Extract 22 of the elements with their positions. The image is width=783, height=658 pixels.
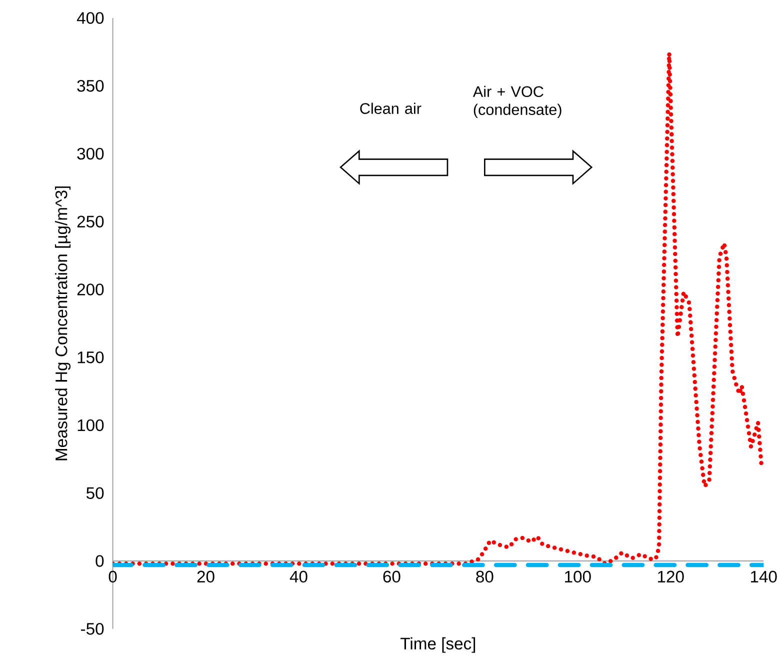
- annotation: Clean air: [360, 102, 422, 114]
- x-tick-label: 100: [565, 570, 591, 582]
- y-tick-label: 250: [77, 216, 104, 228]
- x-tick-label: 140: [750, 570, 777, 582]
- y-tick-label: 350: [77, 80, 104, 92]
- y-tick-label: 200: [77, 283, 104, 296]
- x-tick-label: 80: [476, 570, 494, 582]
- x-tick-label: 120: [658, 570, 684, 582]
- y-tick-label: -50: [81, 622, 104, 635]
- y-tick-label: 300: [77, 148, 104, 160]
- y-axis-title: Measured Hg Concentration [µg/m^3]: [55, 186, 71, 460]
- y-tick-label: 0: [96, 554, 104, 567]
- y-tick-label: 100: [78, 419, 104, 431]
- y-tick-label: 150: [78, 351, 104, 364]
- annotation: Air + VOC (condensate): [472, 86, 562, 118]
- y-tick-label: 50: [86, 487, 104, 499]
- x-tick-label: 40: [290, 570, 308, 582]
- x-tick-label: 0: [108, 570, 117, 582]
- x-tick-label: 60: [383, 570, 400, 582]
- y-tick-label: 400: [76, 12, 104, 24]
- x-axis-title: Time [sec]: [400, 637, 476, 653]
- x-tick-label: 20: [197, 570, 214, 582]
